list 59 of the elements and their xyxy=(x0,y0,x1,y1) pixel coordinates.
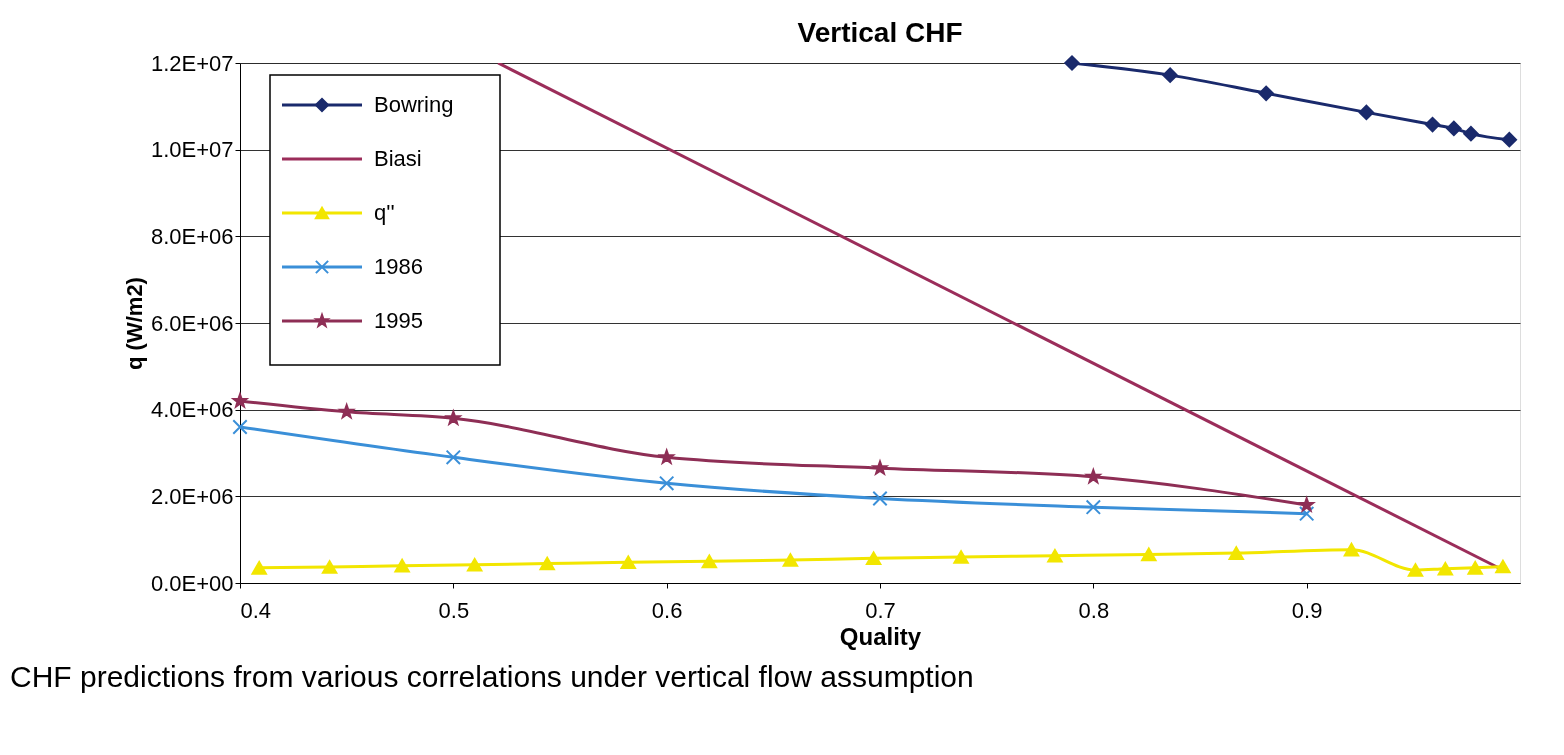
point xyxy=(658,475,675,492)
x-tick-label: 0.6 xyxy=(651,597,683,623)
point xyxy=(1085,499,1102,515)
x-tick-label: 0.9 xyxy=(1291,597,1323,623)
y-tick-label: 6.0E+06 xyxy=(150,310,234,336)
point xyxy=(1141,547,1157,562)
legend-label: q'' xyxy=(374,200,395,225)
point xyxy=(1299,497,1315,512)
point xyxy=(321,560,338,574)
point xyxy=(1358,104,1375,121)
point xyxy=(865,551,882,566)
point xyxy=(1501,131,1518,148)
chart-title: Vertical CHF xyxy=(797,17,963,48)
y-axis-title: q (W/m2) xyxy=(121,277,147,370)
x-tick-label: 0.7 xyxy=(865,597,896,623)
point xyxy=(251,561,267,575)
point xyxy=(539,556,555,571)
point xyxy=(953,550,969,564)
point xyxy=(1495,559,1511,574)
point xyxy=(1085,469,1101,484)
point xyxy=(445,449,462,466)
point xyxy=(232,419,248,435)
y-tick-label: 0.0E+00 xyxy=(150,570,234,596)
y-tick-label: 2.0E+06 xyxy=(150,483,234,509)
point xyxy=(1228,546,1244,560)
y-tick-label: 4.0E+06 xyxy=(150,397,234,423)
point xyxy=(1446,120,1462,137)
point xyxy=(872,460,888,475)
point xyxy=(620,555,636,570)
point xyxy=(466,557,483,572)
x-tick-label: 0.8 xyxy=(1078,597,1110,623)
point xyxy=(1407,563,1424,577)
legend-label: Bowring xyxy=(374,92,454,117)
point xyxy=(1463,125,1479,142)
y-tick-label: 1.2E+07 xyxy=(150,50,234,76)
point xyxy=(1064,55,1080,71)
legend-label: 1986 xyxy=(374,254,423,279)
point xyxy=(1424,116,1441,133)
legend-label: Biasi xyxy=(374,146,422,171)
point xyxy=(1298,505,1315,522)
text: CHF predictions from various correlations under vertical flow assumption xyxy=(10,660,974,693)
point xyxy=(232,393,248,408)
point xyxy=(339,404,355,419)
point xyxy=(1437,561,1454,576)
point xyxy=(701,554,718,569)
x-tick-label: 0.4 xyxy=(240,597,272,623)
x-tick-label: 0.5 xyxy=(438,597,470,623)
point xyxy=(1047,548,1063,563)
point xyxy=(782,553,799,567)
point xyxy=(872,490,888,507)
point xyxy=(1162,67,1178,83)
x-axis-title: Quality xyxy=(839,622,922,650)
legend-label: 1995 xyxy=(374,308,423,333)
point xyxy=(1343,542,1360,557)
point xyxy=(394,558,410,573)
y-tick-label: 8.0E+06 xyxy=(150,223,234,249)
point xyxy=(1467,561,1483,575)
point xyxy=(1258,85,1274,102)
y-tick-label: 1.0E+07 xyxy=(150,137,234,163)
